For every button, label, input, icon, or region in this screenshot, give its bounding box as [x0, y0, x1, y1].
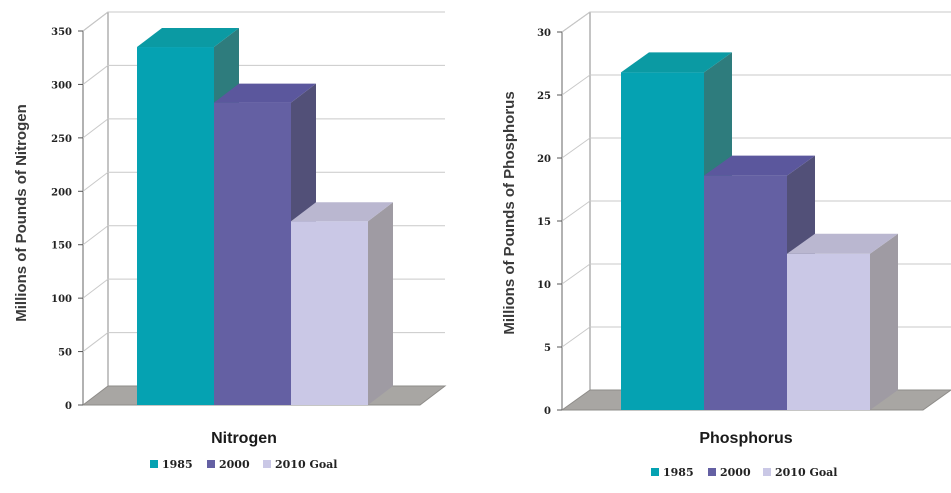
nitrogen-bar-front — [214, 102, 291, 405]
phosphorus-bar-front — [621, 72, 704, 410]
phosphorus-legend-swatch — [651, 468, 659, 476]
nitrogen-y-tick-label: 300 — [51, 80, 72, 91]
nitrogen-legend-label: 2000 — [219, 458, 250, 471]
phosphorus-bar-side — [870, 233, 898, 410]
nitrogen-chart: 0 50 100 150 200 250 300 350 Millions of Pounds… — [13, 11, 447, 471]
phosphorus-bar-top — [787, 233, 898, 254]
nitrogen-y-tick-label: 50 — [58, 348, 72, 359]
nitrogen-legend-label: 2010 Goal — [275, 458, 337, 471]
nitrogen-y-tick-label: 100 — [51, 294, 72, 305]
nitrogen-legend-label: 1985 — [162, 458, 193, 471]
phosphorus-bar-top — [704, 155, 815, 176]
phosphorus-legend: 1985 2000 2010 Goal — [651, 466, 837, 479]
phosphorus-bar-front — [787, 253, 870, 410]
phosphorus-y-tick-label: 10 — [537, 280, 551, 291]
nitrogen-y-tick-label: 150 — [51, 241, 72, 252]
phosphorus-bar-front — [704, 175, 787, 410]
nitrogen-bar-top — [291, 202, 393, 222]
nitrogen-bar-3 — [291, 202, 393, 405]
phosphorus-chart: 0 5 10 15 20 25 30 Millions of Pounds of Phosp… — [501, 11, 951, 479]
phosphorus-bar-top — [621, 52, 732, 73]
phosphorus-gridline-diag — [561, 11, 591, 33]
nitrogen-gridline-diag — [82, 225, 109, 246]
phosphorus-y-tick-label: 0 — [544, 406, 551, 417]
phosphorus-bar-3 — [787, 233, 898, 410]
nitrogen-gridline-diag — [82, 171, 109, 192]
phosphorus-gridline-diag — [561, 74, 591, 96]
phosphorus-y-tick-label: 15 — [537, 217, 551, 228]
nitrogen-bar-side — [368, 202, 393, 405]
nitrogen-gridline-diag — [82, 278, 109, 299]
phosphorus-y-tick-label: 20 — [537, 154, 551, 165]
nitrogen-x-axis-label: Nitrogen — [211, 430, 277, 447]
nitrogen-y-tick-label: 350 — [51, 27, 72, 38]
nitrogen-gridline-diag — [82, 118, 109, 139]
phosphorus-gridline-diag — [561, 200, 591, 222]
phosphorus-y-tick-label: 25 — [537, 91, 551, 102]
nitrogen-gridline-diag — [82, 65, 109, 85]
nitrogen-legend: 1985 2000 2010 Goal — [150, 458, 337, 471]
phosphorus-legend-swatch — [708, 468, 716, 476]
nitrogen-y-axis-label: Millions of Pounds of Nitrogen — [13, 104, 30, 321]
nitrogen-legend-swatch — [263, 460, 271, 468]
nitrogen-gridline-diag — [82, 11, 109, 32]
nitrogen-bar-front — [137, 47, 214, 406]
nitrogen-legend-swatch — [150, 460, 158, 468]
nitrogen-bar-top — [137, 28, 239, 48]
nitrogen-bar-front — [291, 221, 368, 405]
phosphorus-legend-swatch — [763, 468, 771, 476]
phosphorus-gridline-diag — [561, 263, 591, 285]
phosphorus-legend-label: 1985 — [663, 466, 694, 479]
phosphorus-y-tick-label: 5 — [544, 343, 551, 354]
nitrogen-bar-top — [214, 83, 316, 103]
nitrogen-legend-swatch — [207, 460, 215, 468]
nitrogen-gridline-diag — [82, 332, 109, 352]
phosphorus-y-tick-label: 30 — [537, 28, 551, 39]
phosphorus-gridline-diag — [561, 326, 591, 348]
phosphorus-legend-label: 2010 Goal — [775, 466, 837, 479]
phosphorus-legend-label: 2000 — [720, 466, 751, 479]
phosphorus-y-axis-label: Millions of Pounds of Phosphorus — [501, 91, 518, 334]
nitrogen-y-tick-label: 200 — [51, 187, 72, 198]
nitrogen-y-tick-label: 250 — [51, 134, 72, 145]
nitrogen-y-tick-label: 0 — [65, 401, 72, 412]
phosphorus-x-axis-label: Phosphorus — [699, 430, 792, 447]
phosphorus-gridline-diag — [561, 137, 591, 159]
